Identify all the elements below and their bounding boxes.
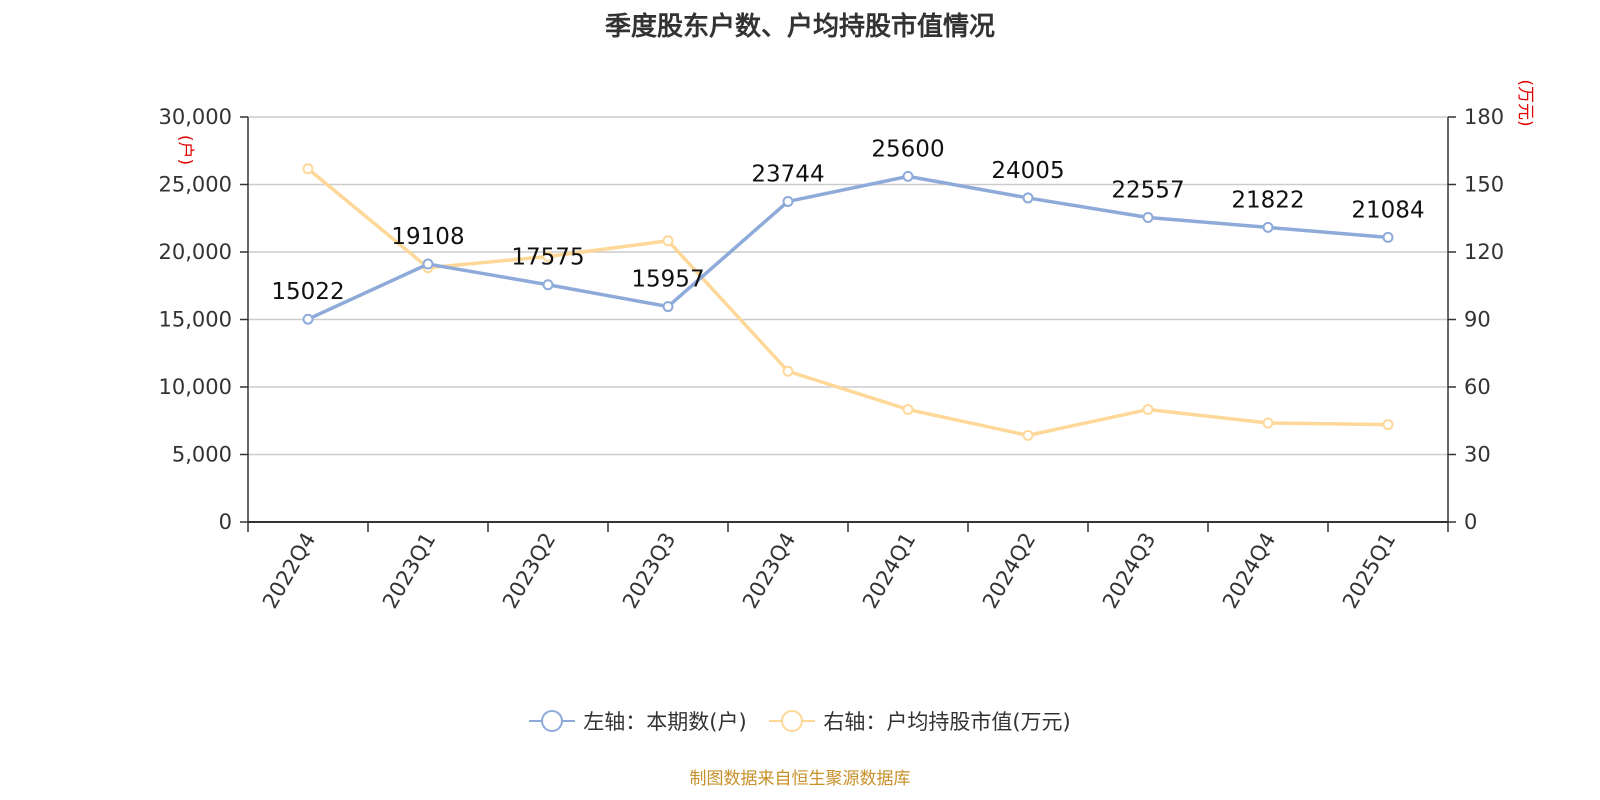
series-point	[1262, 221, 1274, 233]
series-point	[1022, 429, 1034, 441]
x-axis-tick-label: 2024Q1	[858, 529, 920, 613]
data-label: 24005	[991, 158, 1064, 184]
series-point	[1382, 419, 1394, 431]
series-point	[1022, 192, 1034, 204]
left-axis-unit: (户)	[175, 135, 195, 165]
left-axis-tick-label: 0	[219, 510, 232, 534]
grid-lines	[248, 116, 1448, 456]
left-axis-tick-label: 25,000	[159, 173, 232, 197]
x-axis-tick-label: 2024Q3	[1098, 529, 1160, 613]
data-label: 15957	[631, 267, 704, 293]
left-axis-tick-label: 20,000	[159, 240, 232, 264]
data-label: 15022	[271, 279, 344, 305]
right-axis-tick-label: 90	[1464, 308, 1491, 332]
x-axis-tick-label: 2025Q1	[1338, 529, 1400, 613]
source-note: 制图数据来自恒生聚源数据库	[689, 769, 911, 789]
left-axis-tick-label: 15,000	[159, 308, 232, 332]
left-axis-tick-label: 10,000	[159, 375, 232, 399]
series-point	[1262, 417, 1274, 429]
x-axis-tick-label: 2023Q2	[498, 529, 560, 613]
right-axis-tick-label: 180	[1464, 105, 1504, 129]
series-point	[542, 279, 554, 291]
data-label: 21084	[1351, 197, 1424, 223]
series-point	[782, 365, 794, 377]
series-point	[542, 251, 554, 262]
legend-line-circle-icon	[769, 709, 816, 733]
series-point	[782, 195, 794, 207]
legend-item-left-series[interactable]: 左轴：本期数(户)	[529, 706, 747, 736]
chart-title: 季度股东户数、户均持股市值情况	[604, 12, 995, 42]
data-label: 17575	[511, 245, 584, 271]
data-label: 19108	[391, 224, 464, 250]
series-line	[306, 167, 1389, 438]
axes: 0 0 5,000 30 10,000 60 15,000 90 20,000 120 25,000…	[159, 105, 1505, 613]
series-point	[662, 235, 674, 247]
right-axis-tick-label: 120	[1464, 240, 1504, 264]
x-axis-tick-label: 2022Q4	[258, 529, 320, 613]
right-axis-tick-label: 60	[1464, 375, 1491, 399]
legend-label: 左轴：本期数(户)	[583, 710, 747, 734]
x-axis-tick-label: 2023Q1	[378, 529, 440, 613]
right-axis-tick-label: 30	[1464, 443, 1491, 467]
series-point	[902, 404, 914, 415]
data-labels: 15022 19108 17575 15957 23744 25600 24005 22557…	[271, 136, 1424, 305]
x-axis-tick-label: 2024Q4	[1218, 529, 1280, 613]
right-axis-unit: (万元)	[1515, 79, 1535, 126]
data-label: 25600	[871, 136, 944, 162]
series-point	[662, 301, 674, 313]
chart-canvas: 0 0 5,000 30 10,000 60 15,000 90 20,000 120 25,000…	[159, 79, 1535, 613]
left-axis-tick-label: 5,000	[172, 443, 232, 467]
x-axis-tick-label: 2024Q2	[978, 529, 1040, 613]
series-point	[1382, 231, 1394, 243]
series-point	[302, 313, 314, 325]
right-axis-tick-label: 150	[1464, 173, 1504, 197]
data-label: 21822	[1231, 187, 1304, 213]
series-point	[902, 170, 914, 182]
data-label: 23744	[751, 161, 824, 187]
series-point	[422, 258, 434, 270]
legend-label: 右轴：户均持股市值(万元)	[823, 710, 1071, 734]
data-label: 22557	[1111, 177, 1184, 203]
series-point	[302, 163, 314, 175]
x-axis-tick-label: 2023Q3	[618, 529, 680, 613]
series-line	[307, 174, 1389, 321]
left-axis-tick-label: 30,000	[159, 105, 232, 129]
legend: 左轴：本期数(户) 右轴：户均持股市值(万元)	[0, 706, 1600, 738]
legend-item-right-series[interactable]: 右轴：户均持股市值(万元)	[769, 706, 1071, 736]
series-point	[1142, 404, 1154, 415]
series-point	[1142, 211, 1154, 223]
legend-line-circle-icon	[529, 709, 576, 733]
x-axis-tick-label: 2023Q4	[738, 529, 800, 613]
right-axis-tick-label: 0	[1464, 510, 1477, 534]
series-layer	[302, 163, 1394, 441]
